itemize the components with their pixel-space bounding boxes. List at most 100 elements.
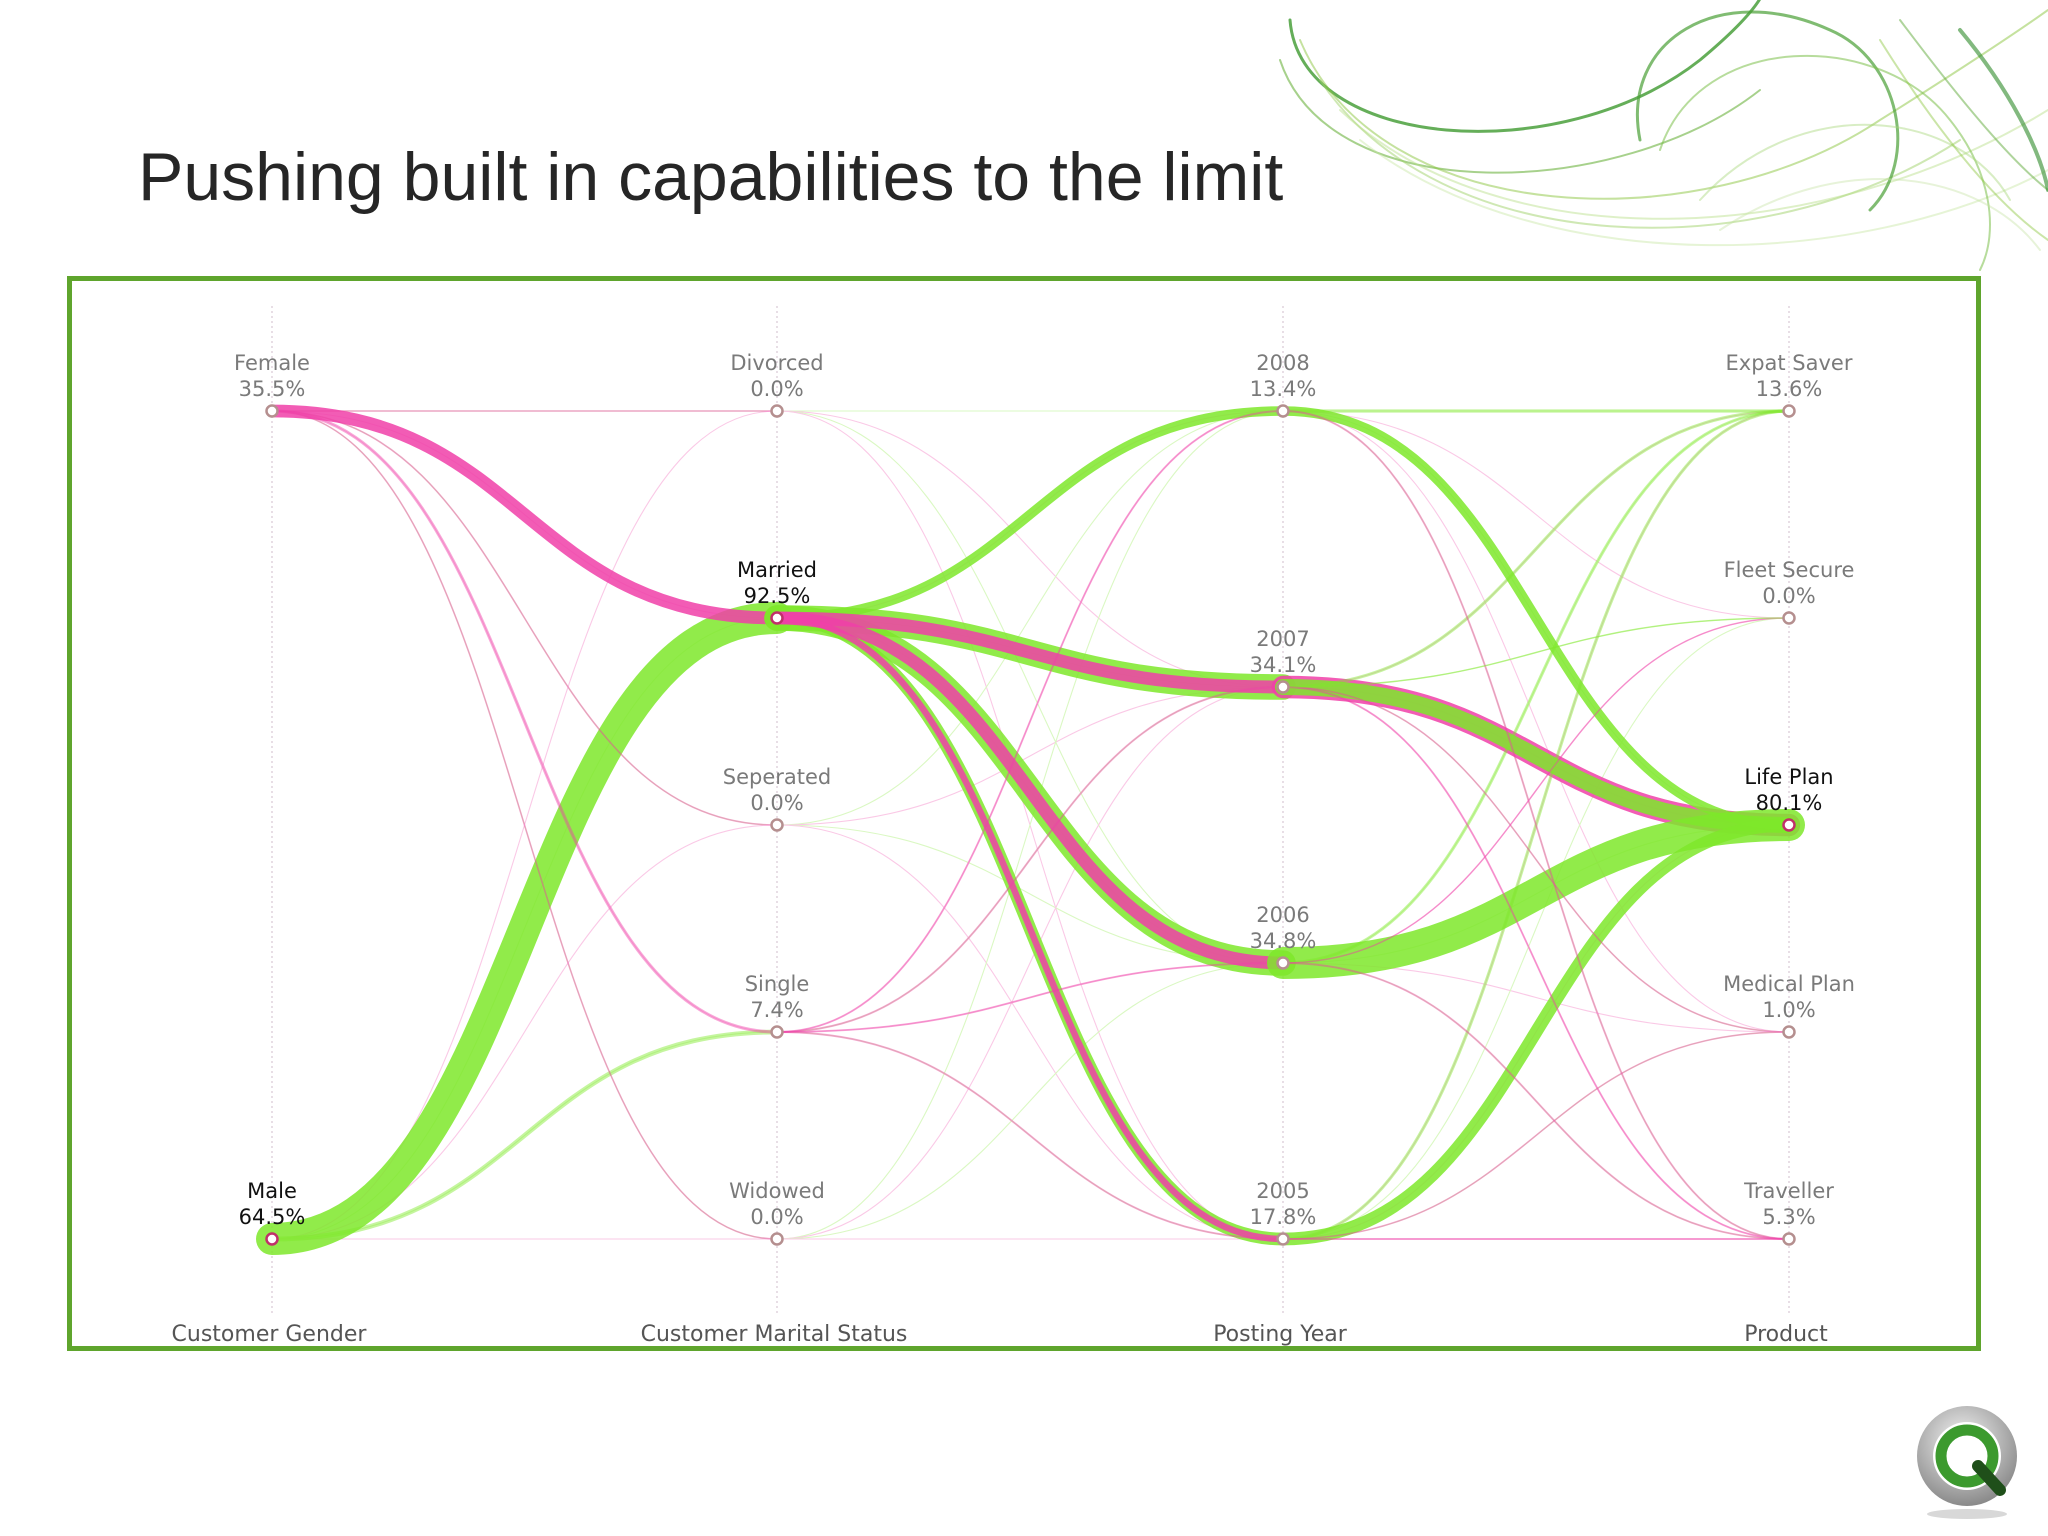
flow-single-to-2005 bbox=[776, 1031, 1284, 1240]
category-label-male: Male bbox=[247, 1179, 297, 1203]
flow-2006-to-fleet-secure bbox=[1282, 617, 1790, 964]
node-2005[interactable] bbox=[1276, 1232, 1290, 1246]
flow-2005-to-medical-plan bbox=[1282, 1031, 1790, 1240]
category-value-widowed: 0.0% bbox=[750, 1205, 803, 1229]
flow-single-to-2007 bbox=[776, 686, 1284, 1033]
hairline bbox=[1282, 962, 1790, 1240]
flow-2007-to-expat-saver bbox=[1281, 409, 1791, 689]
node-2007[interactable] bbox=[1276, 680, 1290, 694]
hairline bbox=[776, 962, 1284, 1033]
flow-2005-to-life-plan bbox=[1276, 818, 1796, 1246]
flow-2006-to-expat-saver bbox=[1281, 409, 1791, 965]
node-divorced[interactable] bbox=[770, 404, 784, 418]
node-widowed[interactable] bbox=[770, 1232, 784, 1246]
category-label-medical-plan: Medical Plan bbox=[1723, 972, 1855, 996]
axis-names: Customer Gender Customer Marital Status Po… bbox=[172, 1322, 1829, 1346]
slide-title: Pushing built in capabilities to the lim… bbox=[138, 139, 1284, 215]
hairline bbox=[776, 1031, 1284, 1240]
qlikview-logo bbox=[1917, 1406, 2017, 1519]
hairline bbox=[776, 410, 1284, 826]
category-label-2007: 2007 bbox=[1256, 627, 1309, 651]
node-2006[interactable] bbox=[1276, 956, 1290, 970]
flow-female-to-married bbox=[265, 404, 784, 625]
category-label-married: Married bbox=[737, 558, 817, 582]
category-label-divorced: Divorced bbox=[730, 351, 823, 375]
flow-female-to-widowed bbox=[271, 410, 778, 1240]
category-value-divorced: 0.0% bbox=[750, 377, 803, 401]
flow-2008-to-life-plan bbox=[1278, 406, 1794, 830]
category-label-life-plan: Life Plan bbox=[1744, 765, 1833, 789]
hairline bbox=[1282, 410, 1790, 964]
axis-name-customer-gender: Customer Gender bbox=[172, 1322, 368, 1346]
hairline bbox=[776, 410, 1284, 1240]
category-value-male: 64.5% bbox=[239, 1205, 306, 1229]
node-male[interactable] bbox=[265, 1232, 279, 1246]
category-value-medical-plan: 1.0% bbox=[1762, 998, 1815, 1022]
category-label-traveller: Traveller bbox=[1743, 1179, 1834, 1203]
flow-2005-to-expat-saver bbox=[1281, 409, 1791, 1241]
axis-name-posting-year: Posting Year bbox=[1213, 1322, 1348, 1346]
category-labels: Female35.5%Male64.5%Divorced0.0%Married9… bbox=[234, 351, 1855, 1229]
node-fleet-secure[interactable] bbox=[1782, 611, 1796, 625]
parallel-sets-chart: Female35.5%Male64.5%Divorced0.0%Married9… bbox=[172, 306, 1855, 1346]
category-label-expat-saver: Expat Saver bbox=[1726, 351, 1853, 375]
hairline bbox=[1282, 686, 1790, 1240]
flow-single-to-2008 bbox=[776, 410, 1284, 1033]
node-life-plan[interactable] bbox=[1782, 818, 1796, 832]
node-female[interactable] bbox=[265, 404, 279, 418]
hairline bbox=[1282, 410, 1790, 1033]
node-medical-plan[interactable] bbox=[1782, 1025, 1796, 1039]
category-value-married: 92.5% bbox=[744, 584, 811, 608]
category-value-single: 7.4% bbox=[750, 998, 803, 1022]
chart-frame: Female 35.5% Male 64.5% Divorced 0.0% Married 9… bbox=[67, 276, 1981, 1351]
flow-2007-to-medical-plan bbox=[1282, 686, 1790, 1033]
hairline bbox=[271, 410, 778, 826]
category-label-single: Single bbox=[745, 972, 810, 996]
category-label-widowed: Widowed bbox=[729, 1179, 825, 1203]
flow-married-to-2006 bbox=[770, 611, 1290, 970]
flow-male-to-married bbox=[256, 602, 793, 1255]
flow-male-to-single bbox=[269, 1029, 780, 1242]
node-2008[interactable] bbox=[1276, 404, 1290, 418]
node-traveller[interactable] bbox=[1782, 1232, 1796, 1246]
flow-married-to-2007 bbox=[770, 611, 1290, 694]
flow-bands bbox=[256, 404, 1805, 1255]
hairline bbox=[1282, 410, 1790, 1240]
hairline bbox=[776, 410, 1284, 1240]
flow-female-to-seperated bbox=[271, 410, 778, 826]
hairline bbox=[776, 410, 1284, 1033]
flow-2007-to-life-plan bbox=[1275, 679, 1797, 833]
hairline bbox=[1282, 410, 1790, 1240]
category-label-2008: 2008 bbox=[1256, 351, 1309, 375]
hairline bbox=[271, 410, 778, 1240]
hairline bbox=[776, 686, 1284, 1240]
node-seperated[interactable] bbox=[770, 818, 784, 832]
category-value-expat-saver: 13.6% bbox=[1756, 377, 1823, 401]
node-expat-saver[interactable] bbox=[1782, 404, 1796, 418]
category-label-2006: 2006 bbox=[1256, 903, 1309, 927]
hairline bbox=[776, 686, 1284, 1033]
flow-2008-to-traveller bbox=[1282, 410, 1790, 1240]
hairline bbox=[271, 1031, 778, 1240]
category-value-traveller: 5.3% bbox=[1762, 1205, 1815, 1229]
flow-2007-to-traveller bbox=[1282, 686, 1790, 1240]
hairline bbox=[1282, 686, 1790, 1033]
category-label-seperated: Seperated bbox=[723, 765, 832, 789]
category-label-fleet-secure: Fleet Secure bbox=[1724, 558, 1855, 582]
hairline bbox=[271, 410, 778, 1033]
category-nodes bbox=[265, 404, 1796, 1246]
category-label-female: Female bbox=[234, 351, 310, 375]
category-value-female: 35.5% bbox=[239, 377, 306, 401]
category-value-2006: 34.8% bbox=[1250, 929, 1317, 953]
flow-married-to-2008 bbox=[772, 406, 1288, 623]
axis-name-customer-marital-status: Customer Marital Status bbox=[641, 1322, 908, 1346]
category-label-2005: 2005 bbox=[1256, 1179, 1309, 1203]
flow-2006-to-life-plan bbox=[1267, 809, 1805, 979]
category-value-2007: 34.1% bbox=[1250, 653, 1317, 677]
node-married[interactable] bbox=[770, 611, 784, 625]
flow-2007-to-fleet-secure bbox=[1282, 617, 1790, 688]
flow-single-to-2006 bbox=[776, 962, 1284, 1033]
category-value-seperated: 0.0% bbox=[750, 791, 803, 815]
node-single[interactable] bbox=[770, 1025, 784, 1039]
